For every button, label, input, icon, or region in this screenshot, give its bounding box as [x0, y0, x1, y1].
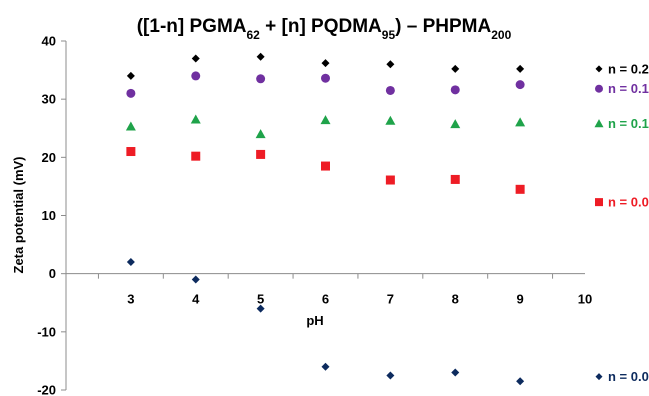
data-point [322, 59, 330, 67]
data-point [386, 371, 394, 379]
x-tick-label: 3 [127, 292, 134, 307]
y-tick-label: 10 [42, 208, 56, 223]
series-labels: n = 0.20 n = 0.15 n = 0.10 n = 0.05 n = 0.00 [595, 61, 649, 384]
data-point [516, 80, 525, 89]
axes [61, 41, 585, 390]
y-tick-label: 30 [42, 92, 56, 107]
series-label-marker [596, 373, 603, 380]
series-label: n = 0.00 [608, 369, 649, 384]
title-part: 200 [491, 28, 511, 42]
title-part: 95 [382, 28, 396, 42]
x-tick-label: 10 [578, 292, 592, 307]
data-point [516, 185, 525, 194]
data-point [321, 162, 330, 171]
data-point [127, 258, 135, 266]
data-point [191, 152, 200, 161]
data-point [256, 74, 265, 83]
x-tick-label: 8 [452, 292, 459, 307]
data-point [192, 54, 200, 62]
data-point [451, 85, 460, 94]
data-point [126, 89, 135, 98]
x-tick-label: 5 [257, 292, 264, 307]
data-point [451, 369, 459, 377]
x-tick-label: 9 [517, 292, 524, 307]
data-point [386, 86, 395, 95]
data-point [516, 377, 524, 385]
title-part: ) – PHPMA [395, 16, 491, 37]
x-tick-label: 4 [192, 292, 200, 307]
series-label: n = 0.15 [608, 81, 649, 96]
series-label-marker [596, 65, 603, 72]
data-point [385, 116, 395, 125]
data-point [256, 129, 266, 138]
data-point [127, 72, 135, 80]
y-axis-label: Zeta potential (mV) [11, 156, 26, 273]
data-point [451, 175, 460, 184]
data-point [256, 150, 265, 159]
series-label: n = 0.10 [608, 116, 649, 131]
y-tick-label: 40 [42, 34, 56, 49]
data-point [321, 74, 330, 83]
y-tick-label: 20 [42, 150, 56, 165]
series-label-marker [595, 119, 604, 127]
data-point [126, 122, 136, 131]
data-point [450, 119, 460, 128]
y-tick-label: -10 [37, 324, 56, 339]
series-label-marker [595, 198, 603, 206]
series-label: n = 0.05 [608, 195, 649, 210]
title-part: + [n] PQDMA [260, 16, 382, 37]
y-tick-label: -20 [37, 383, 56, 396]
chart-title: ([1-n] PGMA62 + [n] PQDMA95) – PHPMA200 [137, 16, 512, 42]
data-point [191, 115, 201, 124]
series-label: n = 0.20 [608, 61, 649, 76]
title-part: ([1-n] PGMA [137, 16, 247, 37]
data-point [515, 117, 525, 126]
x-tick-label: 6 [322, 292, 329, 307]
data-point [126, 147, 135, 156]
data-point [321, 115, 331, 124]
tick-labels: 40 30 20 10 0 -10 -20 3 4 5 6 7 8 9 10 [37, 34, 592, 396]
data-point [257, 53, 265, 61]
x-tick-label: 7 [387, 292, 394, 307]
data-point [386, 60, 394, 68]
data-points [126, 53, 525, 386]
title-part: 62 [247, 28, 261, 42]
data-point [192, 275, 200, 283]
data-point [451, 65, 459, 73]
data-point [516, 65, 524, 73]
data-point [322, 363, 330, 371]
y-tick-label: 0 [49, 266, 56, 281]
data-point [386, 176, 395, 185]
x-axis-label: pH [306, 313, 323, 328]
series-label-marker [595, 85, 603, 93]
data-point [191, 71, 200, 80]
